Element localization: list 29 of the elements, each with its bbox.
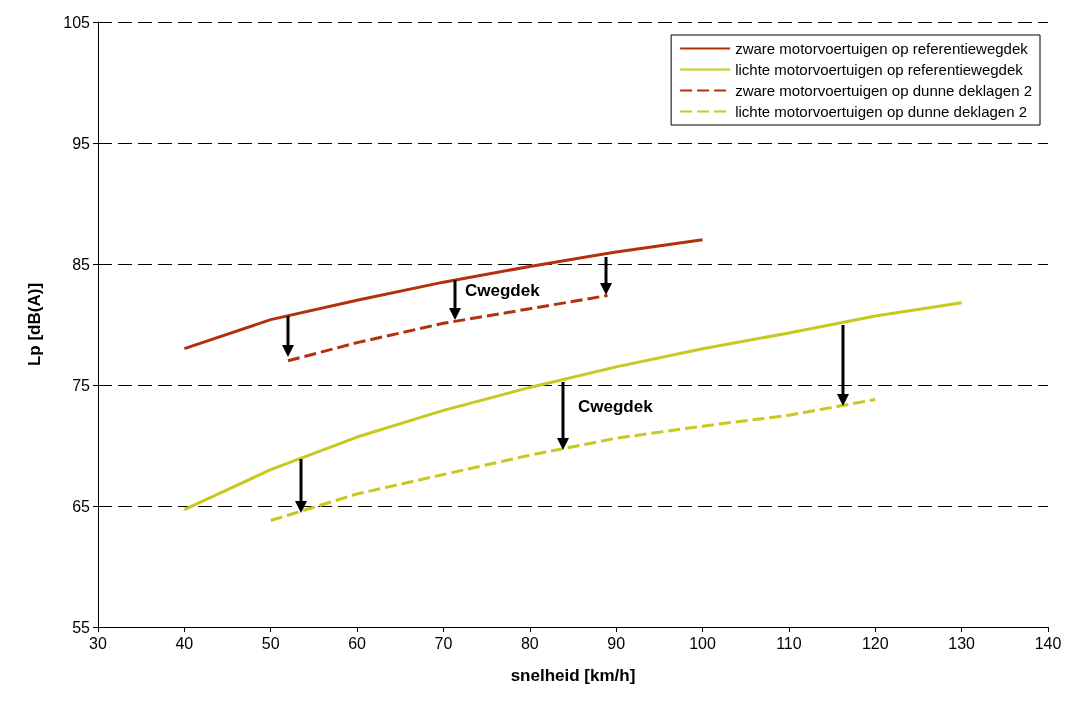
legend-label: lichte motorvoertuigen op referentiewegdek xyxy=(735,61,1024,78)
x-tick-label: 30 xyxy=(89,634,107,652)
annotation: Cwegdek xyxy=(578,397,654,416)
x-tick-label: 80 xyxy=(520,634,539,652)
x-tick-label: 70 xyxy=(434,634,453,652)
x-tick-label: 40 xyxy=(175,634,194,652)
line-series xyxy=(182,238,705,351)
x-tick-label: 60 xyxy=(348,634,367,652)
x-tick-label: 90 xyxy=(607,634,626,652)
x-tick-label: 140 xyxy=(1034,634,1062,652)
annotation: Cwegdek xyxy=(465,281,541,300)
y-tick-label: 55 xyxy=(72,618,91,636)
x-tick-label: 100 xyxy=(689,634,716,652)
line-series xyxy=(269,398,877,523)
legend-label: zware motorvoertuigen op referentiewegdek xyxy=(735,40,1029,57)
x-tick-label: 50 xyxy=(261,634,280,652)
y-tick-label: 85 xyxy=(72,255,91,273)
x-tick-label: 110 xyxy=(776,634,802,652)
x-axis-title: snelheid [km/h] xyxy=(510,666,636,685)
y-axis-title: Lp [dB(A)] xyxy=(25,282,44,367)
x-tick-label: 120 xyxy=(861,634,889,652)
y-tick-label: 65 xyxy=(72,497,91,515)
x-tick-label: 130 xyxy=(948,634,976,652)
y-tick-label: 95 xyxy=(72,134,91,152)
line-series xyxy=(182,301,964,512)
legend-label: lichte motorvoertuigen op dunne deklagen 2 xyxy=(735,103,1028,120)
y-tick-label: 75 xyxy=(72,376,91,394)
y-tick-label: 105 xyxy=(63,13,91,31)
legend-label: zware motorvoertuigen op dunne deklagen 2 xyxy=(735,82,1033,99)
